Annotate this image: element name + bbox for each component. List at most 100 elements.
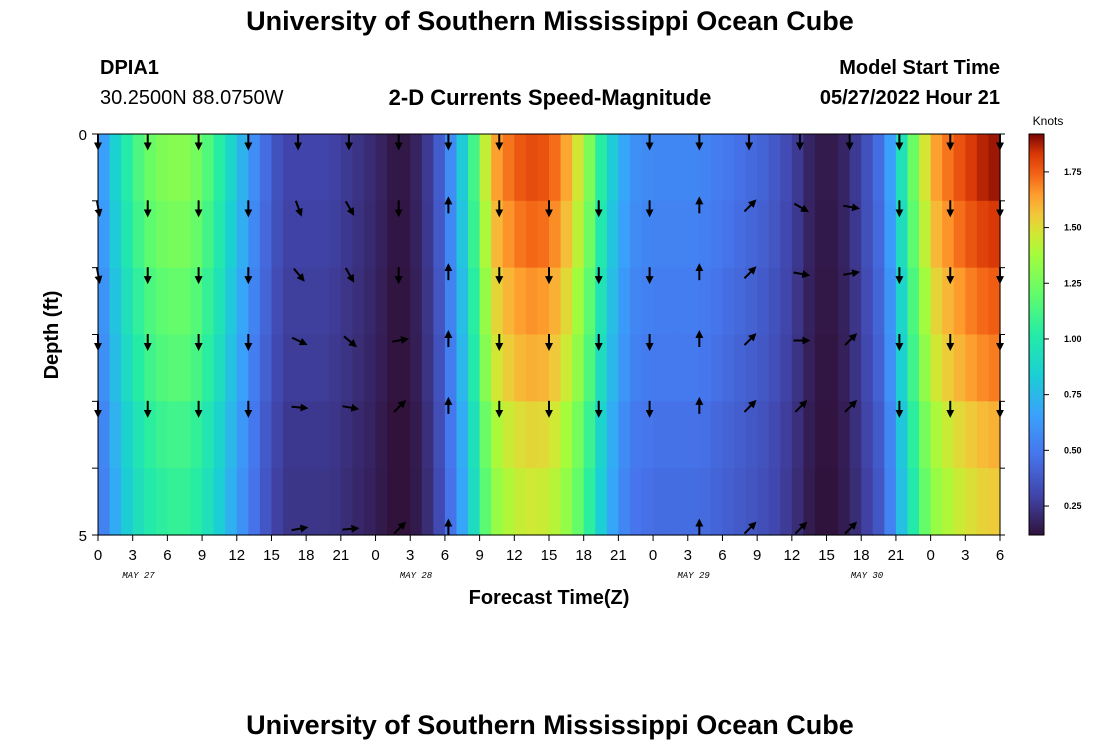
- current-arrow: [793, 202, 810, 213]
- heatmap-cell: [271, 267, 284, 336]
- heatmap-cell: [826, 134, 839, 202]
- heatmap-cell: [595, 468, 608, 536]
- heatmap-cell: [814, 468, 828, 536]
- model-start-value: 05/27/2022 Hour 21: [819, 87, 1000, 109]
- heatmap-cell: [942, 200, 955, 269]
- heatmap-cell: [861, 401, 874, 469]
- heatmap-cell: [965, 401, 978, 469]
- heatmap-cell: [109, 334, 122, 402]
- heatmap-cell: [502, 134, 515, 202]
- heatmap-cell: [444, 200, 458, 269]
- colorbar-tick-label: 0.50: [1064, 445, 1082, 455]
- heatmap-cell: [213, 401, 226, 469]
- heatmap-cell: [456, 134, 469, 202]
- heatmap-cell: [734, 134, 747, 202]
- heatmap-cell: [514, 334, 527, 402]
- heatmap-cell: [421, 334, 434, 402]
- heatmap-cell: [572, 334, 585, 402]
- heatmap-cell: [988, 334, 1001, 402]
- current-arrow: [794, 399, 808, 413]
- x-tick-label: 0: [371, 547, 379, 564]
- heatmap-cell: [121, 200, 134, 269]
- heatmap-cell: [387, 468, 400, 536]
- colorbar-tick-label: 1.50: [1064, 223, 1082, 233]
- heatmap-cell: [907, 200, 920, 269]
- colorbar-tick-label: 1.75: [1064, 167, 1082, 177]
- y-axis: 05: [79, 127, 1005, 545]
- heatmap-cell: [456, 334, 469, 402]
- heatmap-cell: [710, 401, 724, 469]
- heatmap-cell: [710, 267, 724, 336]
- heatmap-cell: [98, 200, 111, 269]
- heatmap-cell: [572, 134, 585, 202]
- heatmap-cell: [491, 401, 504, 469]
- current-arrow: [743, 399, 757, 413]
- x-tick-label: 0: [649, 547, 657, 564]
- heatmap-cell: [363, 468, 377, 536]
- heatmap-cell: [734, 200, 747, 269]
- x-tick-label: 21: [610, 547, 627, 564]
- heatmap-cell: [895, 134, 909, 202]
- heatmap-cell: [190, 468, 203, 536]
- heatmap-cell: [525, 267, 539, 336]
- heatmap-cell: [491, 134, 504, 202]
- heatmap-cell: [757, 401, 770, 469]
- heatmap-cell: [375, 468, 388, 536]
- heatmap-cell: [387, 200, 400, 269]
- heatmap-cell: [803, 468, 816, 536]
- y-axis-label: Depth (ft): [41, 291, 63, 380]
- heatmap-cell: [641, 401, 654, 469]
- heatmap-cell: [699, 401, 712, 469]
- heatmap-cell: [849, 267, 862, 336]
- heatmap-cell: [514, 401, 527, 469]
- heatmap-cell: [930, 267, 943, 336]
- heatmap-cell: [606, 134, 619, 202]
- date-label: MAY 28: [400, 571, 433, 581]
- heatmap-cell: [768, 401, 781, 469]
- heatmap-cell: [606, 468, 619, 536]
- heatmap-cell: [780, 267, 793, 336]
- heatmap-cell: [919, 267, 932, 336]
- x-tick-label: 18: [298, 547, 315, 564]
- heatmap-cell: [98, 134, 111, 202]
- heatmap-cell: [294, 200, 307, 269]
- heatmap-cell: [687, 334, 700, 402]
- heatmap-cell: [202, 334, 215, 402]
- heatmap-cell: [641, 468, 654, 536]
- heatmap-cell: [722, 334, 735, 402]
- heatmap-cell: [838, 134, 851, 202]
- heatmap-cell: [803, 200, 816, 269]
- heatmap-cell: [109, 468, 122, 536]
- heatmap-cell: [884, 200, 897, 269]
- heatmap-cell: [814, 334, 828, 402]
- x-tick-label: 12: [228, 547, 245, 564]
- heatmap-cell: [259, 401, 273, 469]
- date-label: MAY 30: [851, 571, 884, 581]
- heatmap-cell: [178, 267, 192, 336]
- chart-title: 2-D Currents Speed-Magnitude: [388, 85, 712, 110]
- heatmap-cell: [144, 401, 157, 469]
- heatmap-cell: [757, 334, 770, 402]
- heatmap-cell: [479, 468, 492, 536]
- heatmap-cell: [942, 334, 955, 402]
- heatmap-cell: [537, 134, 550, 202]
- heatmap-cell: [768, 200, 781, 269]
- heatmap-cell: [884, 401, 897, 469]
- page-title: University of Southern Mississippi Ocean…: [246, 6, 854, 36]
- footer-title: University of Southern Mississippi Ocean…: [246, 710, 854, 740]
- heatmap-cell: [213, 134, 226, 202]
- heatmap-cell: [907, 267, 920, 336]
- heatmap-cell: [791, 267, 805, 336]
- heatmap-cell: [329, 401, 342, 469]
- heatmap-cell: [352, 134, 365, 202]
- x-tick-label: 21: [333, 547, 350, 564]
- heatmap-cell: [132, 200, 145, 269]
- heatmap-cell: [965, 468, 978, 536]
- heatmap-cell: [976, 200, 990, 269]
- heatmap-cell: [942, 401, 955, 469]
- heatmap-cell: [907, 401, 920, 469]
- heatmap-cell: [930, 134, 943, 202]
- heatmap-cell: [710, 468, 724, 536]
- heatmap-cell: [525, 468, 539, 536]
- heatmap-cell: [306, 267, 319, 336]
